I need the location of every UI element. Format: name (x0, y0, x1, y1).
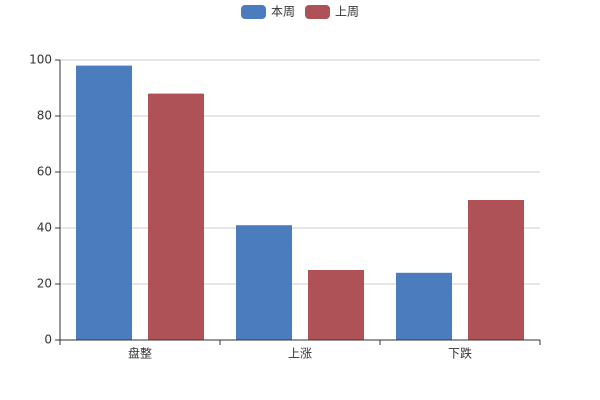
legend-label: 上周 (335, 5, 359, 19)
x-tick-label: 上涨 (288, 346, 312, 361)
bar (468, 200, 524, 340)
legend-label: 本周 (271, 5, 295, 19)
y-tick-label: 0 (44, 333, 52, 347)
y-tick-label: 100 (29, 53, 52, 67)
y-tick-label: 60 (37, 165, 52, 179)
y-tick-label: 40 (37, 221, 52, 235)
bar (76, 65, 132, 340)
bar (148, 93, 204, 340)
y-tick-label: 20 (37, 277, 52, 291)
bar (308, 270, 364, 340)
y-tick-label: 80 (37, 109, 52, 123)
bar (396, 272, 452, 340)
x-tick-label: 下跌 (448, 346, 472, 361)
legend-swatch (305, 5, 330, 19)
x-tick-label: 盘整 (128, 346, 152, 361)
bar (236, 225, 292, 340)
legend-swatch (241, 5, 266, 19)
